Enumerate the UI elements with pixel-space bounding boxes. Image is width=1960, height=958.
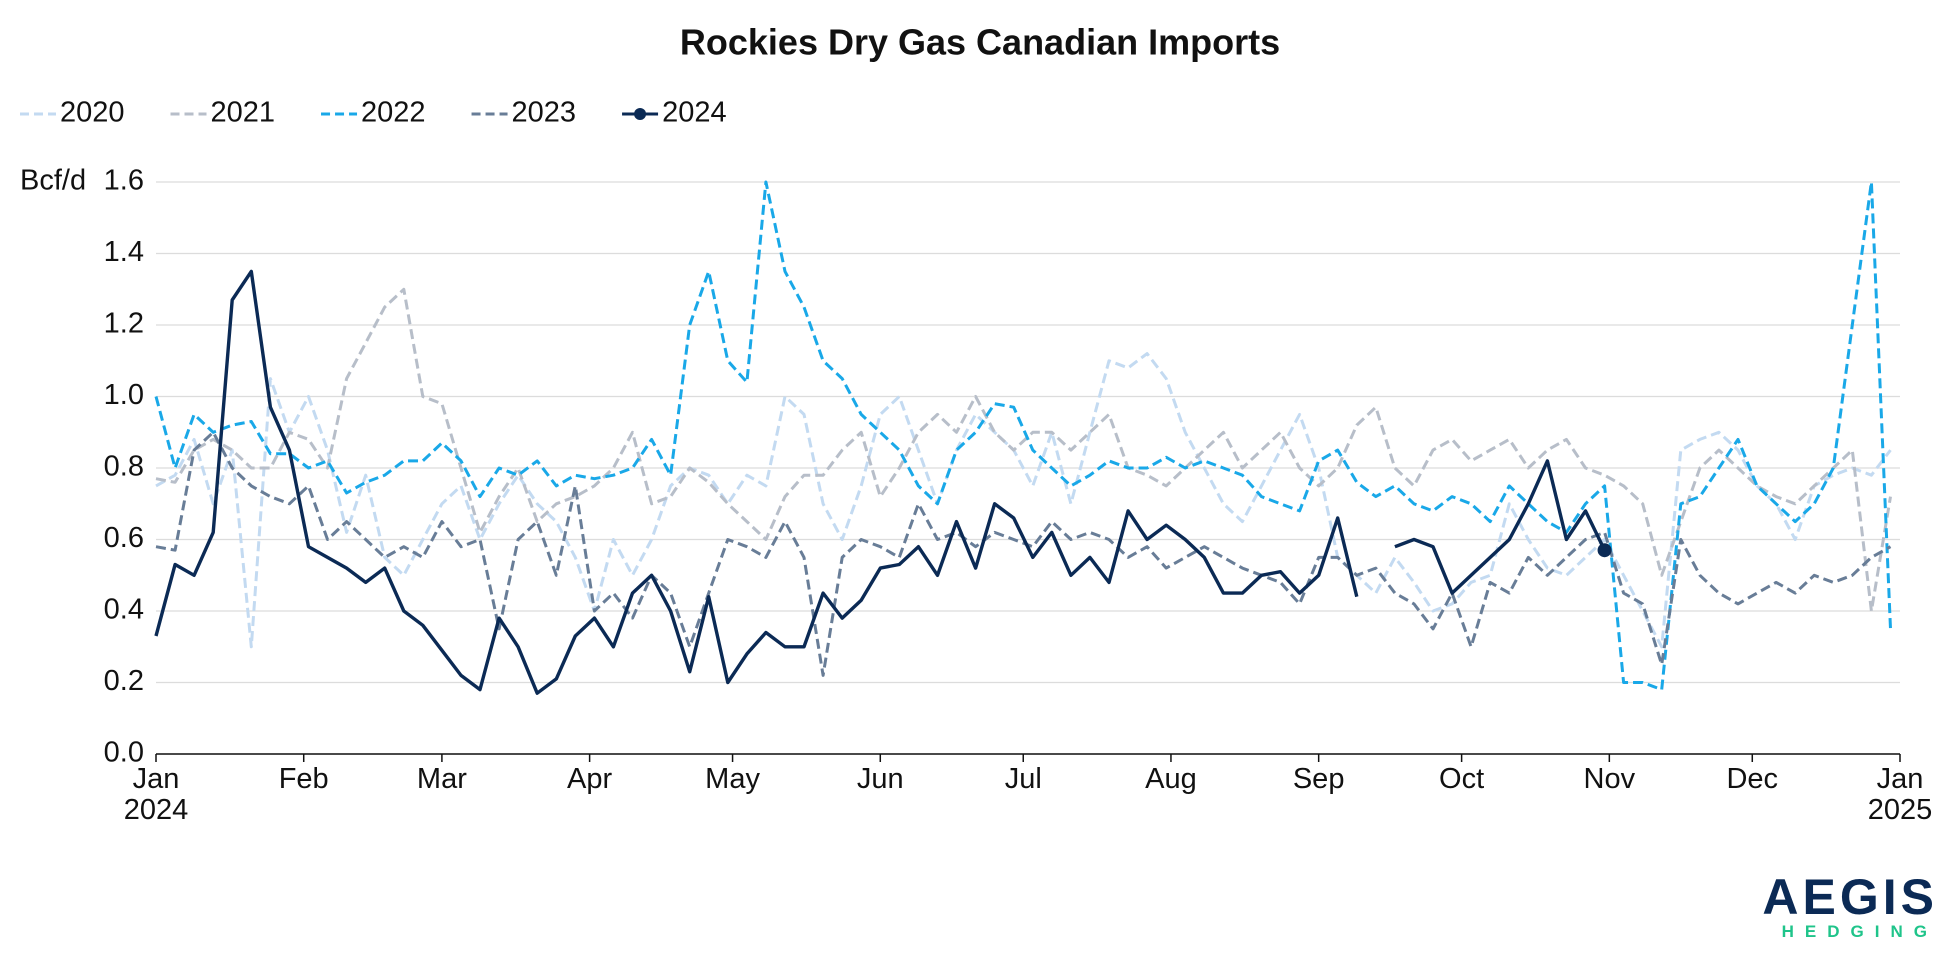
y-tick-label: 0.8 <box>104 451 144 483</box>
series-line <box>155 430 1892 677</box>
y-tick-label: 0.0 <box>104 737 144 769</box>
x-tick-label: Oct <box>1439 763 1485 795</box>
y-tick-label: 1.0 <box>104 379 144 411</box>
x-tick-label: Feb <box>278 763 329 795</box>
end-marker <box>1597 543 1612 558</box>
y-tick-label: 1.4 <box>104 236 144 268</box>
y-tick-label: 0.2 <box>104 665 144 697</box>
x-tick-label: Jun <box>856 763 904 795</box>
chart-title: Rockies Dry Gas Canadian Imports <box>680 22 1280 63</box>
x-tick-label: Sep <box>1292 763 1345 795</box>
y-axis-label: Bcf/d <box>20 165 86 197</box>
x-tick-label: Jul <box>1004 763 1042 795</box>
series-line <box>155 287 1892 613</box>
logo: AEGIS HEDGING <box>1762 872 1938 942</box>
legend-label: 2021 <box>211 97 276 129</box>
x-tick-label: Dec <box>1726 763 1779 795</box>
legend-label: 2023 <box>512 97 577 129</box>
legend-label: 2024 <box>662 97 727 129</box>
series-line <box>154 180 1892 692</box>
logo-sub: HEDGING <box>1781 922 1938 941</box>
y-tick-label: 1.2 <box>104 308 144 340</box>
x-tick-label: Jan 2025 <box>1867 763 1933 826</box>
y-tick-label: 1.6 <box>104 165 144 197</box>
legend-label: 2020 <box>60 97 125 129</box>
x-tick-label: Jan 2024 <box>123 763 189 826</box>
x-tick-label: Nov <box>1583 763 1636 795</box>
logo-name: AEGIS <box>1762 869 1938 925</box>
x-tick-label: Mar <box>416 763 467 795</box>
y-tick-label: 0.4 <box>104 594 144 626</box>
x-tick-label: Apr <box>567 763 613 795</box>
series-line <box>155 352 1892 649</box>
legend-marker <box>634 108 647 120</box>
x-tick-label: May <box>705 763 760 795</box>
legend-label: 2022 <box>361 97 426 129</box>
series-line <box>154 269 1607 695</box>
y-tick-label: 0.6 <box>104 522 144 554</box>
x-tick-label: Aug <box>1145 763 1197 795</box>
